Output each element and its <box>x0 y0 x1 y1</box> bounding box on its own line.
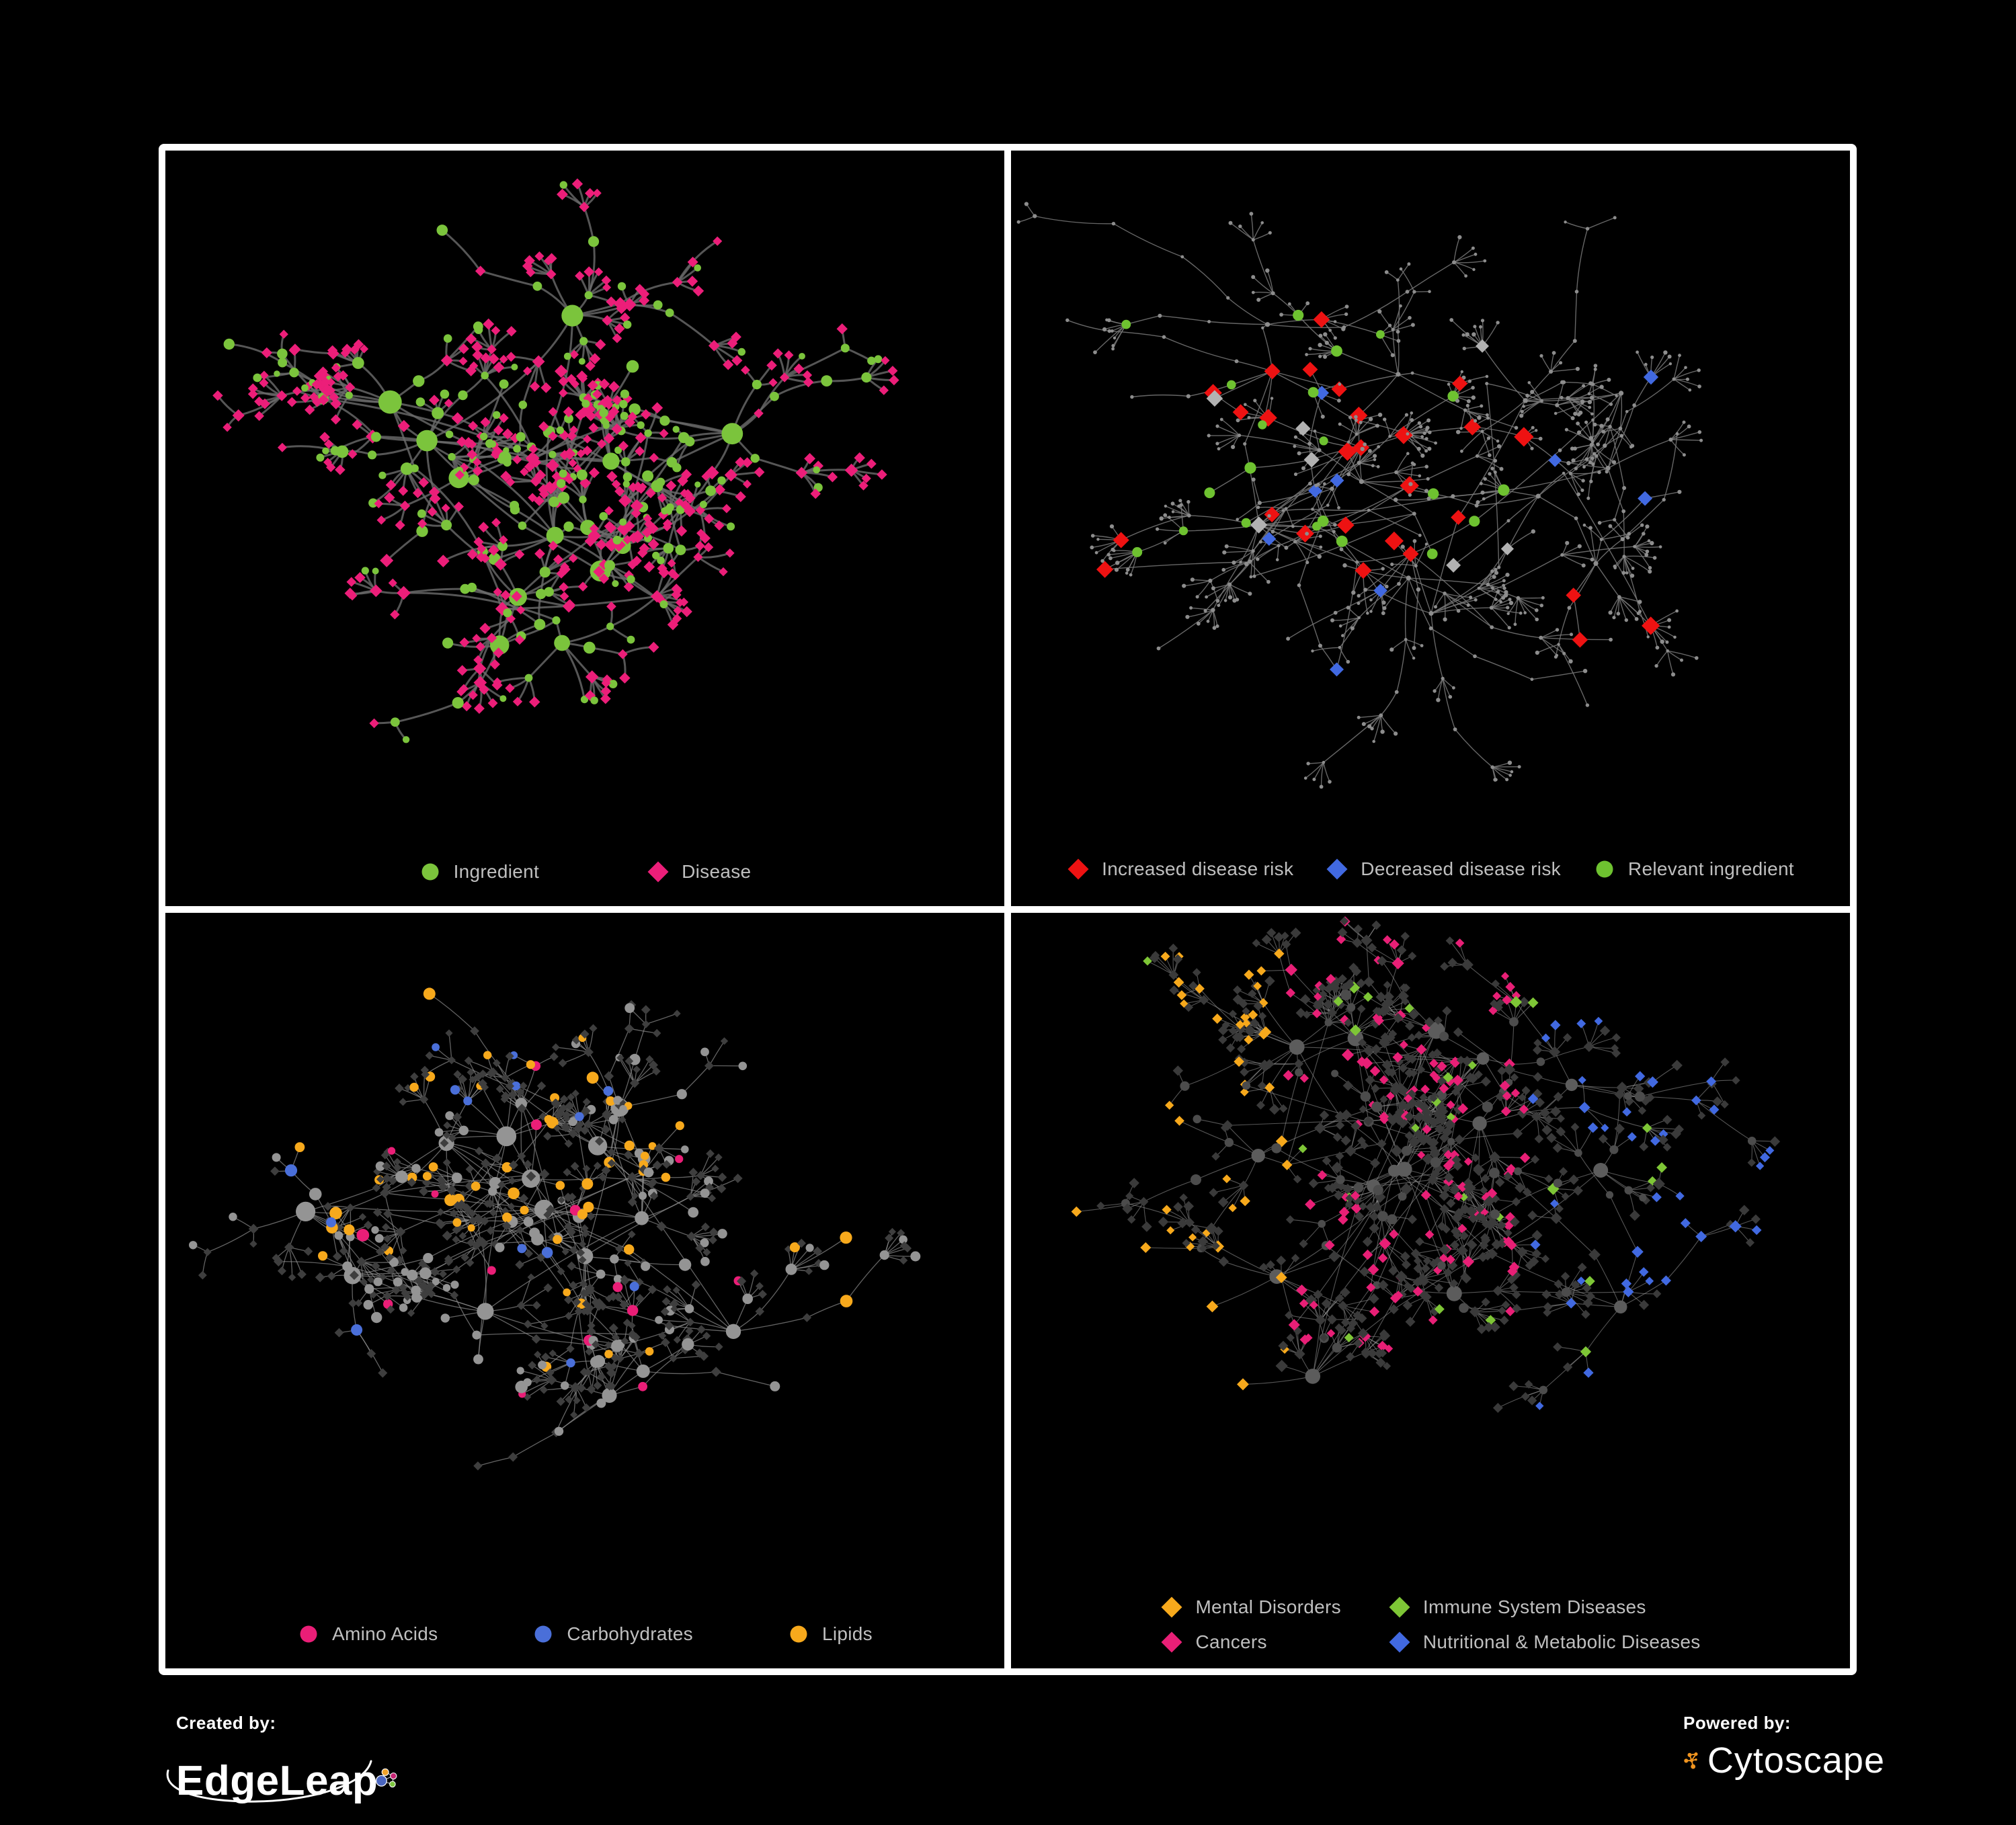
panel-disease-categories: Mental Disorders Immune System Diseases … <box>1011 913 1850 1668</box>
legend-disease-risk: Increased disease risk Decreased disease… <box>1011 858 1850 881</box>
legend-item-disease: Disease <box>647 860 751 883</box>
legend-item-amino-acids: Amino Acids <box>297 1623 438 1646</box>
created-by-block: Created by: EdgeLeap <box>176 1713 398 1820</box>
legend-label-decreased-risk: Decreased disease risk <box>1361 858 1561 880</box>
legend-item-carbohydrates: Carbohydrates <box>532 1623 693 1646</box>
network-graph-ingredient-disease <box>165 151 1003 833</box>
edgeleap-swoosh <box>157 1758 379 1806</box>
increased-risk-swatch-icon <box>1067 858 1090 881</box>
powered-by-label: Powered by: <box>1683 1713 1885 1734</box>
figure-grid-frame: Ingredient Disease Increased disease ris… <box>159 144 1857 1675</box>
legend-label-increased-risk: Increased disease risk <box>1102 858 1293 880</box>
legend-label-mental-disorders: Mental Disorders <box>1195 1596 1340 1618</box>
legend-item-lipids: Lipids <box>787 1623 873 1646</box>
network-graph-nutrient-categories <box>165 913 1003 1595</box>
edgeleap-node-orange <box>382 1769 389 1775</box>
legend-label-cancers: Cancers <box>1195 1631 1266 1653</box>
panel-ingredient-disease: Ingredient Disease <box>165 151 1004 906</box>
powered-by-block: Powered by: Cytoscape <box>1683 1713 1885 1800</box>
legend-ingredient-disease: Ingredient Disease <box>165 860 1004 883</box>
carbohydrates-swatch-icon <box>532 1623 555 1646</box>
legend-item-relevant-ingredient: Relevant ingredient <box>1593 858 1794 881</box>
nutritional-metabolic-swatch-icon <box>1388 1631 1411 1654</box>
created-by-label: Created by: <box>176 1713 398 1734</box>
edgeleap-node-magenta <box>391 1773 397 1779</box>
legend-nutrient-categories: Amino Acids Carbohydrates Lipids <box>165 1623 1004 1646</box>
legend-label-lipids: Lipids <box>822 1623 873 1645</box>
immune-diseases-swatch-icon <box>1388 1596 1411 1619</box>
panel-disease-risk: Increased disease risk Decreased disease… <box>1011 151 1850 906</box>
legend-item-ingredient: Ingredient <box>419 860 540 883</box>
legend-label-relevant-ingredient: Relevant ingredient <box>1628 858 1794 880</box>
legend-item-nutritional-metabolic: Nutritional & Metabolic Diseases <box>1388 1631 1701 1654</box>
legend-label-immune-diseases: Immune System Diseases <box>1423 1596 1646 1618</box>
network-graph-disease-categories <box>1011 913 1849 1585</box>
legend-label-amino-acids: Amino Acids <box>332 1623 438 1645</box>
cytoscape-wordmark: Cytoscape <box>1707 1742 1885 1779</box>
decreased-risk-swatch-icon <box>1326 858 1348 881</box>
legend-label-ingredient: Ingredient <box>454 861 540 883</box>
edgeleap-node-green <box>390 1781 396 1787</box>
cytoscape-logo-icon <box>1683 1736 1701 1785</box>
legend-item-decreased-risk: Decreased disease risk <box>1326 858 1561 881</box>
legend-item-mental-disorders: Mental Disorders <box>1160 1596 1340 1619</box>
legend-disease-categories: Mental Disorders Immune System Diseases … <box>1160 1596 1700 1654</box>
legend-label-nutritional-metabolic: Nutritional & Metabolic Diseases <box>1423 1631 1701 1653</box>
panel-nutrient-categories: Amino Acids Carbohydrates Lipids <box>165 913 1004 1668</box>
legend-item-immune-diseases: Immune System Diseases <box>1388 1596 1701 1619</box>
legend-label-carbohydrates: Carbohydrates <box>567 1623 693 1645</box>
legend-item-cancers: Cancers <box>1160 1631 1340 1654</box>
ingredient-swatch-icon <box>419 860 442 883</box>
legend-item-increased-risk: Increased disease risk <box>1067 858 1293 881</box>
network-graph-disease-risk <box>1011 151 1849 833</box>
relevant-ingredient-swatch-icon <box>1593 858 1616 881</box>
lipids-swatch-icon <box>787 1623 810 1646</box>
legend-label-disease: Disease <box>682 861 751 883</box>
disease-swatch-icon <box>647 860 670 883</box>
mental-disorders-swatch-icon <box>1160 1596 1183 1619</box>
amino-acids-swatch-icon <box>297 1623 320 1646</box>
cancers-swatch-icon <box>1160 1631 1183 1654</box>
